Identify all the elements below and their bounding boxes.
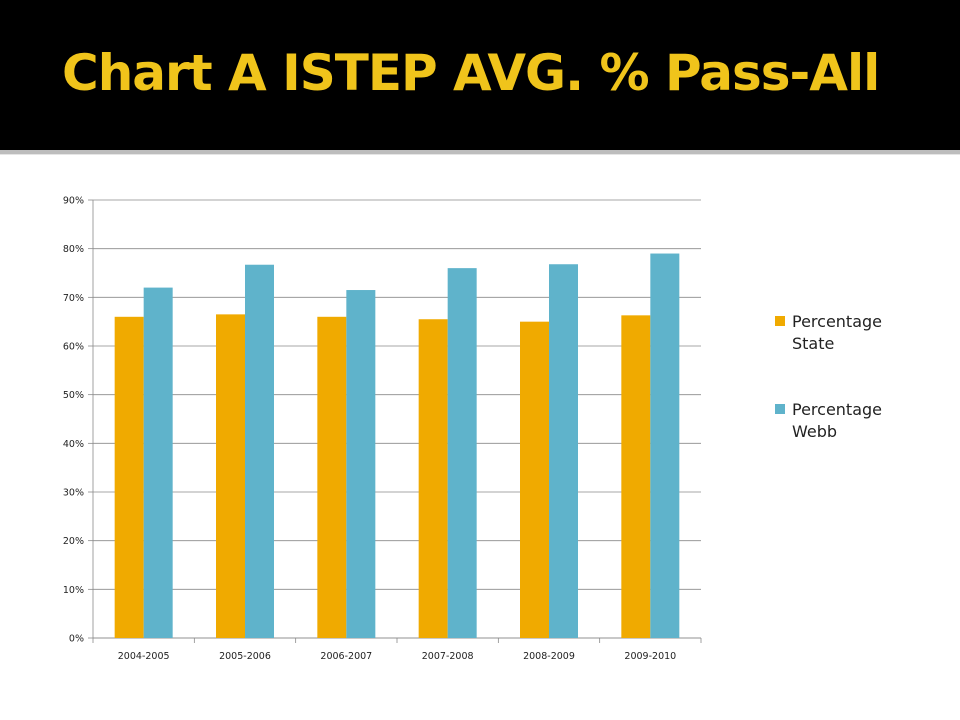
x-tick-label: 2008-2009 — [523, 651, 575, 662]
bar-percentage-webb — [245, 264, 274, 638]
y-tick-label: 80% — [63, 244, 84, 255]
y-tick-label: 60% — [63, 342, 84, 353]
legend-label: Webb — [792, 422, 837, 441]
bar-percentage-webb — [549, 264, 578, 638]
y-tick-label: 70% — [63, 293, 84, 304]
x-tick-label: 2007-2008 — [422, 651, 474, 662]
legend-swatch-percentage-state — [775, 316, 785, 326]
legend-label: State — [792, 334, 834, 353]
legend-swatch-percentage-webb — [775, 404, 785, 414]
bar-percentage-webb — [143, 287, 173, 638]
y-tick-label: 30% — [63, 488, 84, 499]
x-tick-label: 2006-2007 — [320, 651, 372, 662]
y-tick-label: 90% — [63, 196, 84, 207]
x-tick-label: 2009-2010 — [624, 651, 676, 662]
bar-percentage-webb — [447, 268, 477, 638]
bar-percentage-state — [621, 315, 651, 638]
bar-percentage-webb — [346, 290, 376, 638]
bar-percentage-state — [418, 319, 448, 638]
y-tick-label: 0% — [69, 634, 84, 645]
legend-label: Percentage — [792, 400, 882, 419]
bar-percentage-state — [216, 314, 245, 638]
bar-percentage-state — [317, 316, 347, 638]
bar-percentage-state — [520, 321, 549, 638]
y-tick-label: 50% — [63, 390, 84, 401]
slide-title: Chart A ISTEP AVG. % Pass-All — [62, 44, 880, 102]
title-divider-shadow — [0, 154, 960, 155]
title-divider — [0, 150, 960, 154]
x-tick-label: 2005-2006 — [219, 651, 271, 662]
y-tick-label: 20% — [63, 536, 84, 547]
legend-label: Percentage — [792, 312, 882, 331]
y-tick-label: 10% — [63, 585, 84, 596]
bar-percentage-webb — [650, 253, 680, 639]
y-tick-label: 40% — [63, 439, 84, 450]
x-tick-label: 2004-2005 — [118, 651, 170, 662]
bar-percentage-state — [114, 316, 144, 638]
title-bar: Chart A ISTEP AVG. % Pass-All — [0, 0, 960, 150]
